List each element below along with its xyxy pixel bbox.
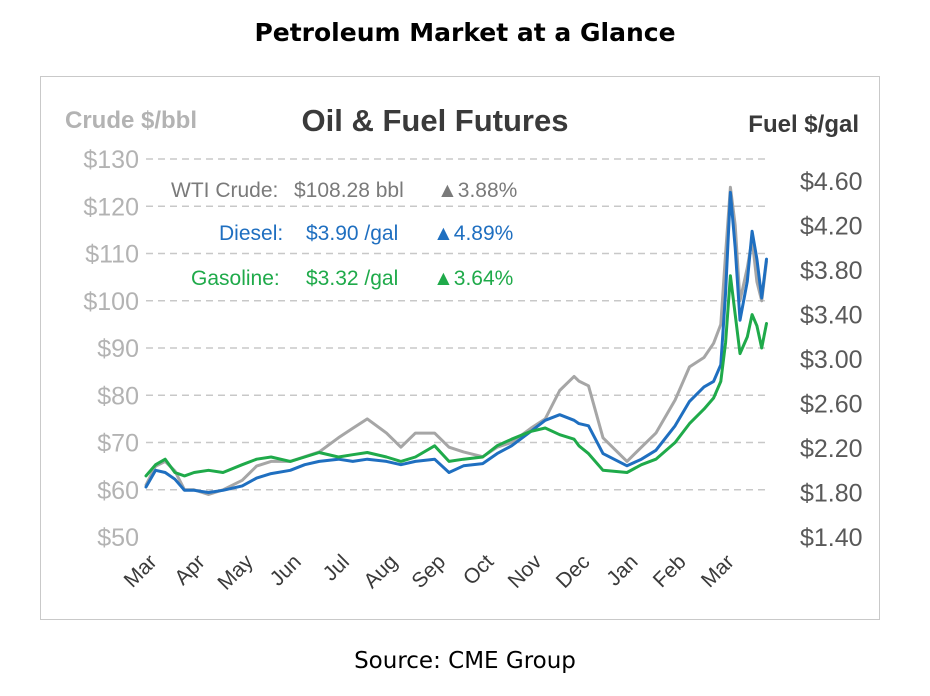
x-tick-label: Aug <box>359 550 402 593</box>
y-left-tick-labels: $130 $120 $110 $100 $90 $80 $70 $60 $50 <box>83 146 139 552</box>
legend-value: $108.28 bbl <box>294 179 404 202</box>
x-tick-label: May <box>213 550 258 595</box>
x-tick-label: Nov <box>504 550 547 593</box>
chart-title: Oil & Fuel Futures <box>302 103 569 138</box>
y-right-tick-label: $4.20 <box>800 213 863 241</box>
y-right-tick-label: $1.40 <box>800 524 863 552</box>
y-right-tick-label: $1.80 <box>800 480 863 508</box>
y-left-tick-label: $50 <box>97 524 139 552</box>
x-tick-label: Apr <box>170 550 209 589</box>
grid-layer <box>146 158 769 491</box>
chart-panel: Oil & Fuel Futures Crude $/bbl Fuel $/ga… <box>40 76 880 620</box>
legend-value: $3.32 /gal <box>306 267 398 290</box>
chart-svg: Oil & Fuel Futures Crude $/bbl Fuel $/ga… <box>65 103 863 595</box>
source-note: Source: CME Group <box>354 648 576 674</box>
x-tick-label: Sep <box>407 550 450 593</box>
y-right-tick-label: $3.80 <box>800 257 863 285</box>
y-left-tick-label: $90 <box>97 335 139 363</box>
series-line-gasoline <box>144 274 768 478</box>
x-tick-label: Oct <box>459 550 498 589</box>
y-left-tick-label: $110 <box>85 241 139 269</box>
x-tick-label: Dec <box>552 550 595 593</box>
y-left-tick-label: $60 <box>97 477 139 505</box>
x-tick-labels: Mar Apr May Jun Jul Aug Sep Oct Nov Dec Jan Feb Mar <box>120 550 739 595</box>
y-right-tick-labels: $4.60 $4.20 $3.80 $3.40 $3.00 $2.60 $2.20 $1.80… <box>800 168 863 552</box>
y-left-tick-label: $130 <box>83 146 139 174</box>
x-tick-label: Mar <box>120 550 162 592</box>
y-right-tick-label: $3.00 <box>800 346 863 374</box>
x-tick-label: Mar <box>697 550 739 592</box>
series-line-wti-crude <box>144 185 768 496</box>
y-left-tick-label: $70 <box>97 430 139 458</box>
legend: WTI Crude: $108.28 bbl ▲3.88% Diesel: $3.90 … <box>171 179 517 290</box>
legend-change: ▲3.88% <box>437 179 517 202</box>
y-right-tick-label: $3.40 <box>800 302 863 330</box>
legend-change: ▲4.89% <box>433 222 513 245</box>
x-tick-label: Feb <box>649 550 691 592</box>
y-right-axis-label: Fuel $/gal <box>748 111 859 138</box>
y-left-tick-label: $100 <box>83 288 139 316</box>
x-tick-label: Jan <box>602 550 642 590</box>
legend-label: Diesel: <box>219 222 283 245</box>
y-right-tick-label: $4.60 <box>800 168 863 196</box>
series-line-diesel <box>144 190 768 494</box>
legend-label: Gasoline: <box>191 267 280 290</box>
x-tick-label: Jun <box>266 550 306 590</box>
legend-value: $3.90 /gal <box>306 222 398 245</box>
x-tick-label: Jul <box>319 550 354 585</box>
y-right-tick-label: $2.60 <box>800 391 863 419</box>
y-right-tick-label: $2.20 <box>800 435 863 463</box>
y-left-tick-label: $120 <box>83 193 139 221</box>
legend-label: WTI Crude: <box>171 179 278 202</box>
y-left-tick-label: $80 <box>97 382 139 410</box>
y-left-axis-label: Crude $/bbl <box>65 107 197 134</box>
series-layer <box>144 185 768 496</box>
legend-change: ▲3.64% <box>433 267 513 290</box>
page-title: Petroleum Market at a Glance <box>254 18 676 47</box>
